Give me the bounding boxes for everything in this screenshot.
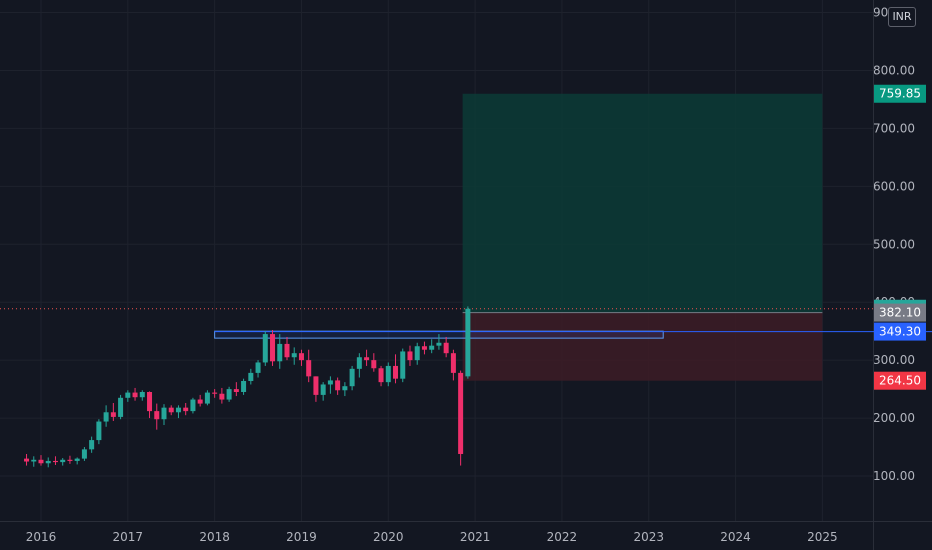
candle-body <box>183 407 189 412</box>
candle-body <box>241 380 247 393</box>
candle-body <box>24 458 30 462</box>
time-tick-label: 2019 <box>286 530 317 544</box>
stop-price-tag-bg <box>874 371 926 390</box>
candle-body <box>45 460 51 464</box>
time-tick-label: 2020 <box>373 530 404 544</box>
candle-body <box>436 342 442 346</box>
candle-body <box>385 365 391 383</box>
candle-body <box>255 362 261 373</box>
candle-body <box>458 372 464 454</box>
entry-price-tag-bg <box>874 303 926 322</box>
candle-body <box>248 372 254 381</box>
candle-body <box>147 392 153 412</box>
candle-body <box>161 407 167 420</box>
candle-body <box>342 386 348 391</box>
time-tick-label: 2023 <box>633 530 664 544</box>
candle-body <box>38 459 44 464</box>
candle-body <box>429 345 435 350</box>
candle-body <box>262 334 268 363</box>
candle-body <box>212 392 218 394</box>
candle-body <box>450 353 456 373</box>
target-price-tag-label: 759.85 <box>879 87 921 101</box>
candle-body <box>298 353 304 361</box>
candle-body <box>81 449 87 459</box>
time-tick-label: 2025 <box>807 530 838 544</box>
candle-body <box>31 459 37 462</box>
candle-body <box>306 360 312 377</box>
time-tick-label: 2024 <box>720 530 751 544</box>
candle-body <box>60 459 66 463</box>
candle-body <box>190 399 196 412</box>
candle-body <box>204 392 210 404</box>
candle-body <box>125 392 131 398</box>
candle-body <box>291 353 297 358</box>
candle-body <box>313 376 319 395</box>
candle-body <box>349 368 355 387</box>
candle-body <box>443 342 449 354</box>
price-tick-label: 800.00 <box>873 63 915 77</box>
price-tick-label: 300.00 <box>873 353 915 367</box>
candle-body <box>175 407 181 413</box>
candle-body <box>407 351 413 361</box>
candle-body <box>335 380 341 391</box>
time-tick-label: 2018 <box>199 530 230 544</box>
time-tick-label: 2022 <box>547 530 578 544</box>
candle-body <box>139 392 145 398</box>
candle-body <box>378 368 384 383</box>
target-price-tag-bg <box>874 84 926 103</box>
candle-body <box>226 389 232 400</box>
candle-body <box>89 440 95 450</box>
price-tick-label: 600.00 <box>873 179 915 193</box>
crosshair-price-tag: 349.30 <box>874 322 926 341</box>
candle-body <box>197 399 203 404</box>
candle-body <box>421 346 427 350</box>
candle-body <box>74 458 80 461</box>
candle-body <box>52 460 58 463</box>
candle-body <box>371 360 377 369</box>
candle-body <box>233 389 239 393</box>
long-position-target-zone <box>462 93 823 313</box>
time-tick-label: 2021 <box>460 530 491 544</box>
stop-price-tag: 264.50 <box>874 371 926 390</box>
candle-body <box>168 407 174 413</box>
candle-body <box>277 343 283 362</box>
long-position-stop-zone <box>462 312 823 381</box>
price-tick-label: 200.00 <box>873 411 915 425</box>
candle-body <box>103 412 109 422</box>
time-tick-label: 2017 <box>113 530 144 544</box>
entry-price-tag: 382.10 <box>874 303 926 322</box>
candle-body <box>110 412 116 417</box>
candle-body <box>327 380 333 385</box>
price-tick-label: 100.00 <box>873 469 915 483</box>
candle-body <box>284 343 290 358</box>
candle-body <box>414 346 420 361</box>
crosshair-price-tag-label: 349.30 <box>879 325 921 339</box>
price-tick-label: 700.00 <box>873 121 915 135</box>
candle-body <box>219 393 225 400</box>
candle-body <box>270 334 276 362</box>
candle-body <box>67 459 73 461</box>
candle-body <box>96 421 102 441</box>
candle-body <box>118 397 124 417</box>
currency-button[interactable]: INR <box>888 7 916 27</box>
candle-body <box>393 365 399 379</box>
candle-body <box>400 351 406 379</box>
price-tick-label: 500.00 <box>873 237 915 251</box>
candle-body <box>320 384 326 395</box>
stop-price-tag-label: 264.50 <box>879 374 921 388</box>
crosshair-price-tag-bg <box>874 322 926 341</box>
time-tick-label: 2016 <box>26 530 57 544</box>
candle-body <box>465 308 471 377</box>
candle-body <box>356 357 362 369</box>
candle-body <box>132 392 138 398</box>
entry-price-tag-label: 382.10 <box>879 306 921 320</box>
target-price-tag: 759.85 <box>874 84 926 103</box>
candle-body <box>154 411 160 420</box>
candle-body <box>364 357 370 361</box>
